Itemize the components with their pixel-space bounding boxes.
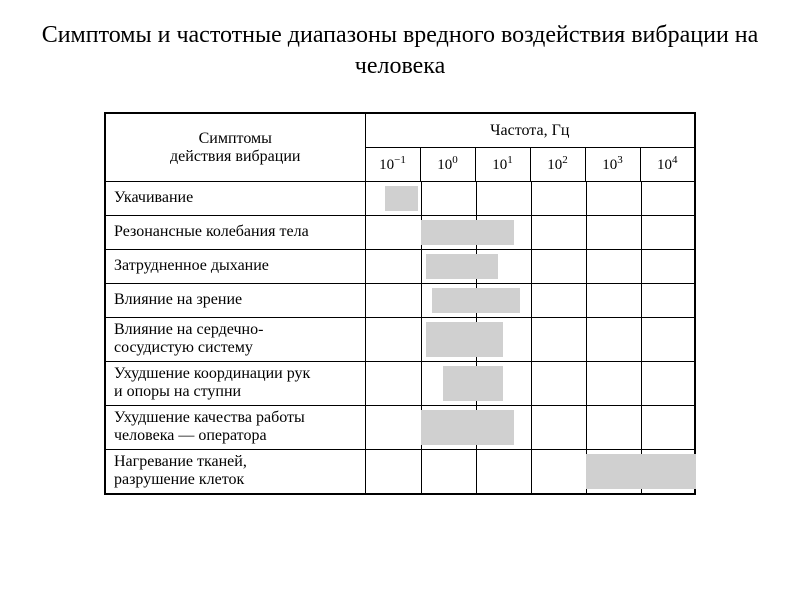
table-row: Нагревание тканей,разрушение клеток — [105, 449, 695, 493]
grid-line — [641, 406, 643, 449]
frequency-bar — [421, 220, 515, 245]
grid-line — [586, 250, 588, 283]
grid-line — [421, 182, 423, 215]
row-label: Резонансные колебания тела — [105, 215, 365, 249]
row-label: Влияние на сердечно-сосудистую систему — [105, 317, 365, 361]
grid-line — [531, 182, 533, 215]
header-exp-1: 100 — [420, 147, 475, 181]
row-label: Укачивание — [105, 181, 365, 215]
frequency-range-cell — [365, 181, 695, 215]
grid-line — [421, 318, 423, 361]
grid-line — [531, 450, 533, 493]
page-title: Симптомы и частотные диапазоны вредного … — [40, 20, 760, 82]
grid-line — [421, 250, 423, 283]
header-frequency: Частота, Гц — [365, 113, 695, 147]
frequency-bar — [421, 410, 515, 445]
grid-line — [641, 182, 643, 215]
grid-line — [531, 216, 533, 249]
grid-line — [641, 362, 643, 405]
row-label: Ухудшение координации руки опоры на ступ… — [105, 361, 365, 405]
grid-line — [531, 362, 533, 405]
grid-line — [641, 250, 643, 283]
frequency-range-cell — [365, 283, 695, 317]
table-row: Укачивание — [105, 181, 695, 215]
table-row: Влияние на сердечно-сосудистую систему — [105, 317, 695, 361]
frequency-bar — [443, 366, 504, 401]
frequency-range-cell — [365, 215, 695, 249]
grid-line — [586, 216, 588, 249]
grid-line — [641, 284, 643, 317]
grid-line — [641, 216, 643, 249]
frequency-bar — [426, 254, 498, 279]
grid-line — [531, 250, 533, 283]
table-container: Симптомыдействия вибрации Частота, Гц 10… — [40, 112, 760, 494]
grid-line — [586, 284, 588, 317]
header-exp-2: 101 — [475, 147, 530, 181]
header-symptoms-text: Симптомыдействия вибрации — [170, 130, 300, 165]
grid-line — [421, 450, 423, 493]
frequency-range-cell — [365, 449, 695, 493]
header-symptoms: Симптомыдействия вибрации — [105, 113, 365, 181]
grid-line — [421, 284, 423, 317]
table-row: Ухудшение координации руки опоры на ступ… — [105, 361, 695, 405]
grid-line — [641, 318, 643, 361]
row-label: Затрудненное дыхание — [105, 249, 365, 283]
row-label: Нагревание тканей,разрушение клеток — [105, 449, 365, 493]
table-row: Влияние на зрение — [105, 283, 695, 317]
header-exp-4: 103 — [585, 147, 640, 181]
grid-line — [586, 362, 588, 405]
frequency-range-cell — [365, 317, 695, 361]
grid-line — [531, 406, 533, 449]
grid-line — [421, 362, 423, 405]
frequency-range-cell — [365, 361, 695, 405]
frequency-bar — [385, 186, 418, 211]
grid-line — [476, 182, 478, 215]
table-row: Затрудненное дыхание — [105, 249, 695, 283]
row-label: Ухудшение качества работычеловека — опер… — [105, 405, 365, 449]
frequency-bar — [426, 322, 503, 357]
header-exp-3: 102 — [530, 147, 585, 181]
grid-line — [586, 406, 588, 449]
grid-line — [531, 318, 533, 361]
frequency-bar — [432, 288, 520, 313]
frequency-range-cell — [365, 249, 695, 283]
vibration-symptoms-table: Симптомыдействия вибрации Частота, Гц 10… — [104, 112, 696, 494]
grid-line — [586, 318, 588, 361]
frequency-bar — [586, 454, 696, 489]
row-label: Влияние на зрение — [105, 283, 365, 317]
table-row: Ухудшение качества работычеловека — опер… — [105, 405, 695, 449]
header-exp-0: 10−1 — [365, 147, 420, 181]
grid-line — [476, 450, 478, 493]
header-exp-5: 104 — [640, 147, 695, 181]
grid-line — [531, 284, 533, 317]
grid-line — [586, 182, 588, 215]
frequency-range-cell — [365, 405, 695, 449]
table-row: Резонансные колебания тела — [105, 215, 695, 249]
